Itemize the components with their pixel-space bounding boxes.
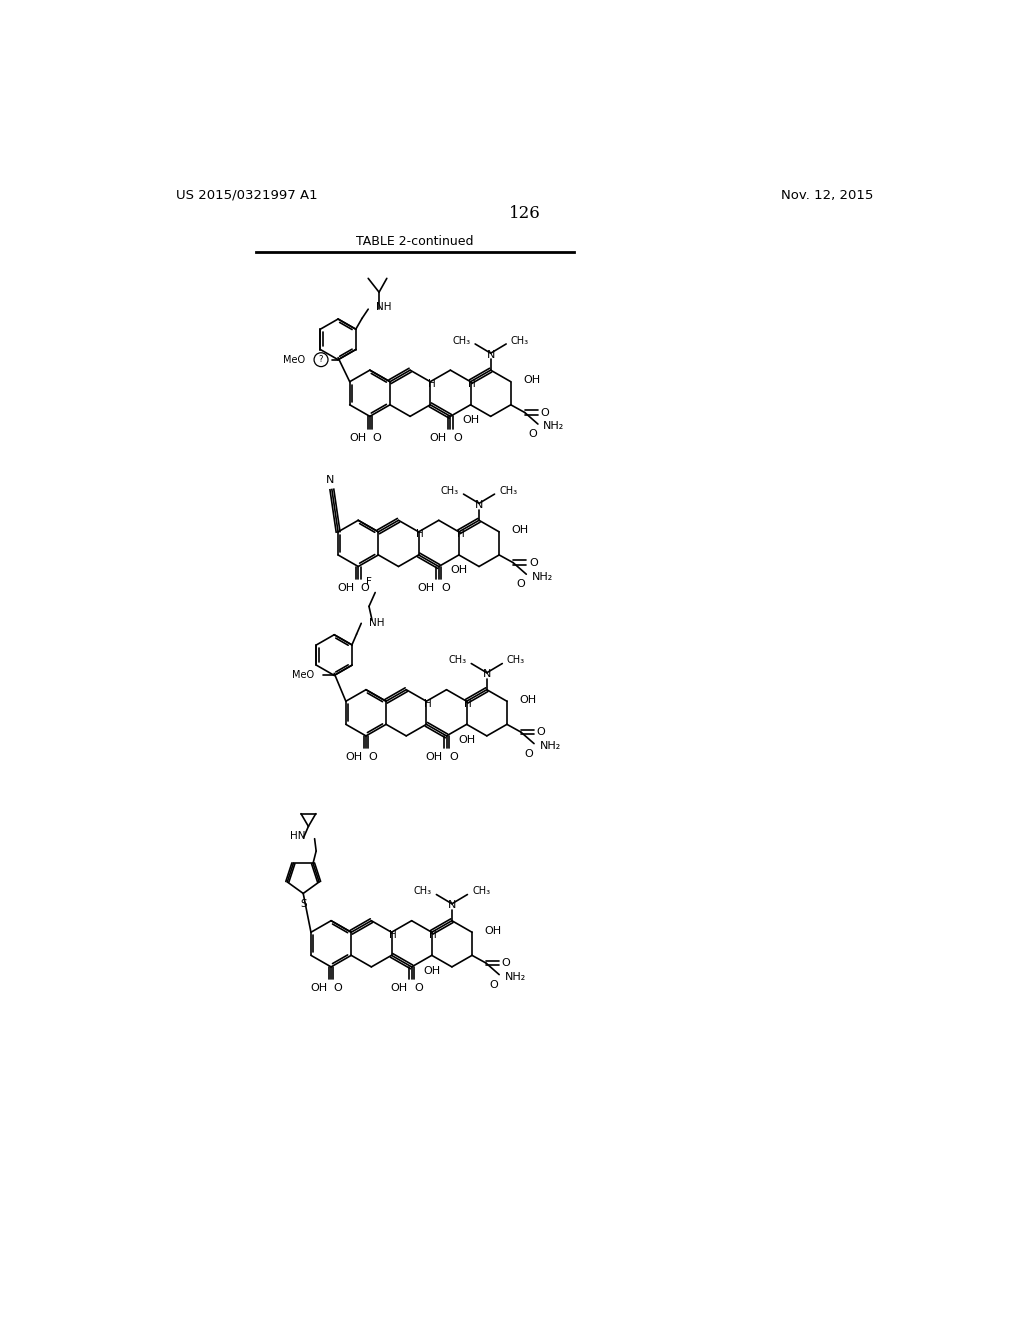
Text: F: F	[367, 577, 372, 587]
Text: OH: OH	[391, 983, 408, 994]
Text: O: O	[334, 983, 342, 994]
Text: O: O	[541, 408, 549, 417]
Text: O: O	[415, 983, 423, 994]
Text: US 2015/0321997 A1: US 2015/0321997 A1	[176, 189, 317, 202]
Text: NH: NH	[369, 618, 384, 628]
Text: NH₂: NH₂	[531, 572, 553, 582]
Text: OH: OH	[345, 752, 362, 763]
Text: OH: OH	[523, 375, 541, 385]
Text: CH₃: CH₃	[449, 656, 467, 665]
Text: OH: OH	[423, 966, 440, 975]
Text: TABLE 2-continued: TABLE 2-continued	[356, 235, 473, 248]
Text: NH₂: NH₂	[505, 972, 526, 982]
Text: N: N	[447, 900, 456, 911]
Text: OH: OH	[462, 416, 479, 425]
Text: O: O	[489, 979, 498, 990]
Text: H: H	[417, 529, 424, 539]
Text: OH: OH	[310, 983, 328, 994]
Text: CH₃: CH₃	[472, 887, 490, 896]
Text: N: N	[475, 500, 483, 510]
Text: O: O	[441, 583, 451, 593]
Text: OH: OH	[519, 694, 537, 705]
Text: CH₃: CH₃	[499, 486, 517, 496]
Text: OH: OH	[429, 433, 446, 444]
Text: H: H	[468, 379, 476, 389]
Text: O: O	[502, 958, 511, 968]
Text: H: H	[428, 379, 435, 389]
Text: NH₂: NH₂	[544, 421, 564, 432]
Text: H: H	[389, 929, 397, 940]
Text: S: S	[300, 899, 306, 909]
Text: O: O	[537, 727, 546, 737]
Text: O: O	[528, 557, 538, 568]
Text: O: O	[450, 752, 458, 763]
Text: H: H	[457, 529, 464, 539]
Text: Nov. 12, 2015: Nov. 12, 2015	[781, 189, 873, 202]
Text: NH: NH	[376, 302, 391, 312]
Text: H: H	[464, 698, 472, 709]
Text: OH: OH	[451, 565, 468, 576]
Text: N: N	[482, 669, 490, 680]
Text: OH: OH	[512, 525, 528, 536]
Text: O: O	[516, 579, 525, 589]
Text: OH: OH	[484, 925, 502, 936]
Text: O: O	[524, 748, 532, 759]
Text: H: H	[429, 929, 437, 940]
Text: NH₂: NH₂	[540, 741, 561, 751]
Text: OH: OH	[426, 752, 442, 763]
Text: CH₃: CH₃	[507, 656, 525, 665]
Text: O: O	[373, 433, 381, 444]
Text: OH: OH	[337, 583, 354, 593]
Text: CH₃: CH₃	[511, 335, 529, 346]
Text: MeO: MeO	[284, 355, 305, 364]
Text: N: N	[486, 350, 495, 360]
Text: O: O	[360, 583, 370, 593]
Text: OH: OH	[458, 735, 475, 744]
Text: CH₃: CH₃	[414, 887, 432, 896]
Text: HN: HN	[290, 830, 305, 841]
Text: O: O	[528, 429, 537, 440]
Text: CH₃: CH₃	[453, 335, 470, 346]
Text: ?: ?	[318, 355, 324, 364]
Text: O: O	[369, 752, 377, 763]
Text: CH₃: CH₃	[440, 486, 459, 496]
Text: H: H	[424, 698, 432, 709]
Text: MeO: MeO	[292, 671, 314, 680]
Text: O: O	[453, 433, 462, 444]
Text: OH: OH	[418, 583, 435, 593]
Text: N: N	[327, 475, 335, 486]
Text: OH: OH	[349, 433, 366, 444]
Text: 126: 126	[509, 206, 541, 222]
